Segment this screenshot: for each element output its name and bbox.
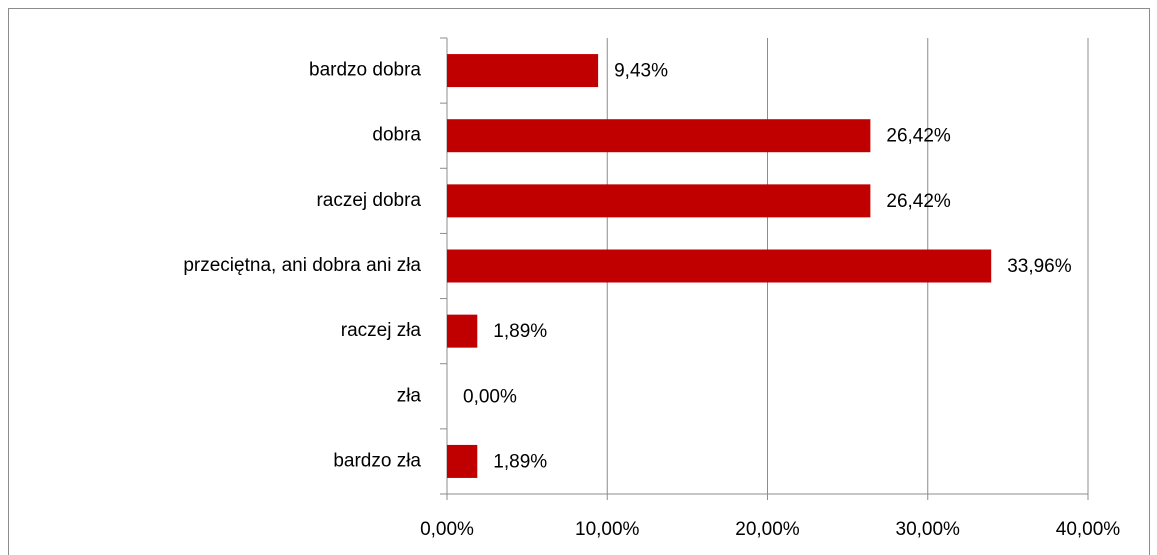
bar — [447, 314, 478, 348]
bar — [447, 444, 478, 478]
y-tick-label: raczej zła — [341, 320, 422, 341]
x-tick-label: 40,00% — [1056, 519, 1121, 540]
value-label: 1,89% — [493, 451, 547, 472]
y-tick-label: bardzo dobra — [309, 60, 421, 81]
bar — [447, 54, 599, 88]
bar — [447, 119, 871, 153]
value-label: 9,43% — [614, 61, 668, 82]
value-label: 33,96% — [1007, 256, 1072, 277]
x-tick-label: 20,00% — [735, 519, 800, 540]
x-tick-label: 0,00% — [420, 519, 474, 540]
y-tick-label: bardzo zła — [333, 450, 421, 471]
value-label: 26,42% — [886, 126, 951, 147]
x-tick-label: 10,00% — [575, 519, 640, 540]
y-tick-label: przeciętna, ani dobra ani zła — [183, 255, 421, 276]
bar — [447, 249, 992, 283]
bar — [447, 184, 871, 218]
value-label: 0,00% — [463, 386, 517, 407]
value-label: 1,89% — [493, 321, 547, 342]
x-tick-label: 30,00% — [896, 519, 961, 540]
y-tick-label: raczej dobra — [316, 190, 421, 211]
y-tick-label: zła — [397, 385, 422, 406]
value-label: 26,42% — [886, 191, 951, 212]
y-tick-label: dobra — [372, 125, 421, 146]
